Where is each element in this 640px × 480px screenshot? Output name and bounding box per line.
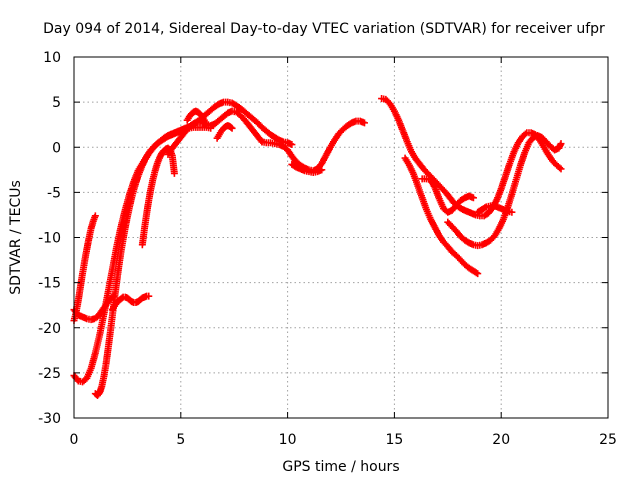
series-arc-6 bbox=[138, 144, 178, 249]
interpolated-markers bbox=[475, 202, 514, 216]
y-tick-label: -25 bbox=[38, 366, 61, 382]
x-tick-label: 5 bbox=[176, 432, 185, 448]
grid-lines bbox=[74, 57, 608, 418]
series-arc-13 bbox=[401, 154, 482, 278]
series-arc-8 bbox=[183, 107, 210, 128]
axis-ticks bbox=[73, 56, 609, 419]
series-arc-14 bbox=[418, 175, 477, 216]
series-arc-5 bbox=[108, 292, 153, 314]
y-tick-label: 5 bbox=[52, 95, 61, 111]
y-axis-tick-labels: -30 -25 -20 -15 -10 -5 0 5 10 bbox=[38, 50, 61, 427]
x-tick-label: 0 bbox=[70, 432, 79, 448]
series-arc-10 bbox=[258, 117, 368, 175]
interpolated-markers bbox=[110, 293, 150, 312]
y-tick-label: -30 bbox=[38, 411, 61, 427]
interpolated-markers bbox=[420, 175, 476, 216]
x-tick-label: 20 bbox=[492, 432, 510, 448]
interpolated-markers bbox=[139, 145, 178, 247]
y-tick-label: -20 bbox=[38, 321, 61, 337]
y-tick-label: -10 bbox=[38, 231, 61, 247]
x-axis-label: GPS time / hours bbox=[282, 459, 399, 475]
series-arc-9 bbox=[213, 122, 236, 142]
y-axis-label: SDTVAR / TECUs bbox=[8, 180, 24, 295]
interpolated-markers bbox=[402, 156, 480, 277]
y-tick-label: 10 bbox=[43, 50, 61, 66]
x-axis-tick-labels: 0 5 10 15 20 25 bbox=[70, 432, 617, 448]
data-series bbox=[70, 95, 565, 399]
series-arc-2 bbox=[70, 212, 99, 325]
x-tick-label: 15 bbox=[385, 432, 403, 448]
interpolated-markers bbox=[165, 108, 265, 157]
y-tick-label: 0 bbox=[52, 140, 61, 156]
chart-title: Day 094 of 2014, Sidereal Day-to-day VTE… bbox=[43, 21, 605, 37]
y-tick-label: -15 bbox=[38, 276, 61, 292]
series-arc-15 bbox=[444, 132, 565, 250]
interpolated-markers bbox=[445, 132, 564, 249]
interpolated-markers bbox=[214, 122, 235, 140]
x-tick-label: 25 bbox=[599, 432, 617, 448]
interpolated-markers bbox=[289, 161, 324, 176]
series-arc-11 bbox=[288, 160, 326, 177]
interpolated-markers bbox=[71, 214, 99, 322]
interpolated-markers bbox=[260, 117, 367, 174]
y-tick-label: -5 bbox=[47, 185, 61, 201]
x-tick-label: 10 bbox=[279, 432, 297, 448]
interpolated-markers bbox=[184, 108, 209, 126]
series-arc-16 bbox=[474, 202, 516, 216]
